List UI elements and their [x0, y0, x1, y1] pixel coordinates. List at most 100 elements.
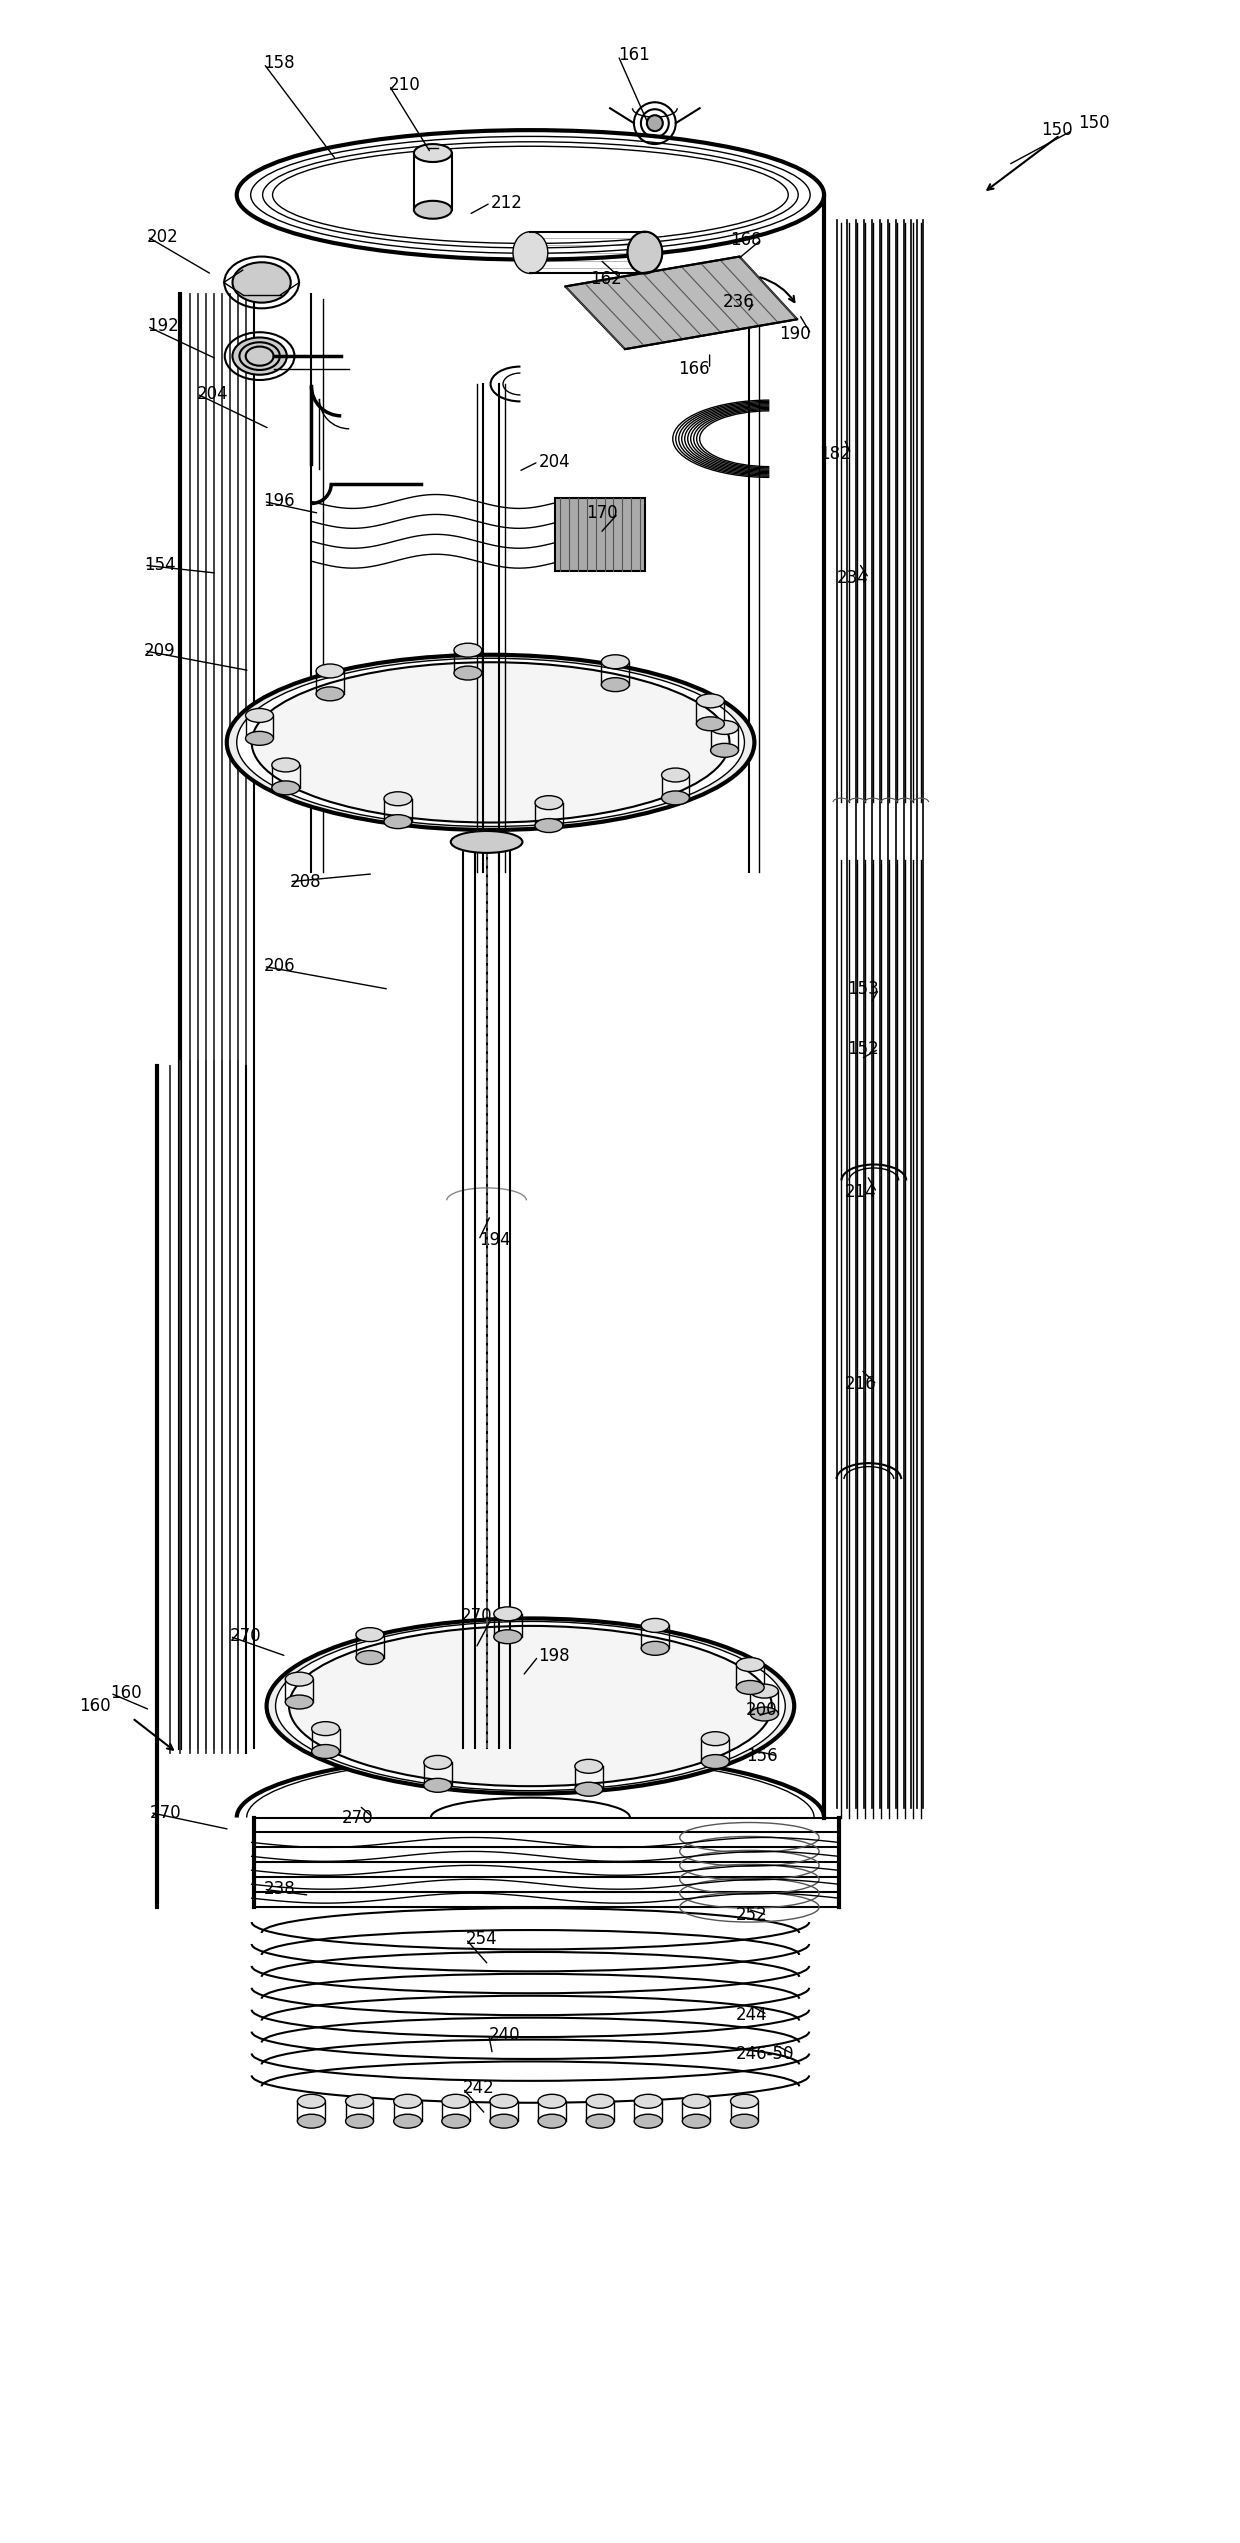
- Ellipse shape: [285, 1696, 314, 1709]
- Text: 196: 196: [264, 493, 295, 511]
- Text: 202: 202: [148, 229, 179, 247]
- Ellipse shape: [635, 2095, 662, 2108]
- Ellipse shape: [697, 694, 724, 707]
- Text: 154: 154: [144, 557, 176, 575]
- Ellipse shape: [587, 2095, 614, 2108]
- Text: 212: 212: [491, 193, 522, 211]
- Ellipse shape: [316, 664, 343, 679]
- Ellipse shape: [641, 1617, 670, 1633]
- Text: 270: 270: [150, 1803, 182, 1821]
- Ellipse shape: [575, 1783, 603, 1795]
- Ellipse shape: [316, 687, 343, 702]
- Ellipse shape: [702, 1732, 729, 1744]
- Text: 156: 156: [745, 1747, 777, 1765]
- Ellipse shape: [538, 2113, 565, 2128]
- Text: 246-50: 246-50: [735, 2045, 794, 2062]
- Ellipse shape: [298, 2113, 325, 2128]
- Ellipse shape: [424, 1755, 451, 1770]
- Ellipse shape: [272, 758, 300, 773]
- Ellipse shape: [393, 2113, 422, 2128]
- Ellipse shape: [384, 791, 412, 806]
- Ellipse shape: [451, 832, 522, 852]
- Ellipse shape: [232, 338, 286, 374]
- Ellipse shape: [730, 2113, 759, 2128]
- Ellipse shape: [534, 796, 563, 809]
- Ellipse shape: [641, 1640, 670, 1655]
- Ellipse shape: [241, 267, 283, 298]
- Ellipse shape: [711, 743, 739, 758]
- Ellipse shape: [662, 791, 689, 806]
- Ellipse shape: [647, 114, 663, 132]
- Ellipse shape: [311, 1744, 340, 1760]
- Ellipse shape: [702, 1755, 729, 1767]
- Ellipse shape: [252, 661, 729, 821]
- Ellipse shape: [289, 1625, 771, 1785]
- Ellipse shape: [298, 2095, 325, 2108]
- Ellipse shape: [534, 819, 563, 832]
- Ellipse shape: [494, 1630, 522, 1643]
- Ellipse shape: [272, 781, 300, 796]
- Ellipse shape: [227, 654, 754, 829]
- Ellipse shape: [246, 732, 273, 745]
- Text: 214: 214: [846, 1182, 877, 1200]
- Ellipse shape: [267, 1617, 794, 1793]
- Ellipse shape: [490, 2095, 518, 2108]
- Ellipse shape: [414, 145, 451, 163]
- Ellipse shape: [737, 1681, 764, 1694]
- Text: 166: 166: [678, 361, 709, 379]
- Ellipse shape: [750, 1683, 779, 1699]
- Ellipse shape: [454, 666, 482, 679]
- Text: 168: 168: [729, 231, 761, 249]
- Text: 200: 200: [745, 1701, 777, 1719]
- Text: 270: 270: [341, 1808, 373, 1826]
- Ellipse shape: [285, 1673, 314, 1686]
- Ellipse shape: [601, 676, 629, 692]
- Ellipse shape: [356, 1628, 384, 1643]
- Ellipse shape: [575, 1760, 603, 1772]
- Ellipse shape: [490, 2113, 518, 2128]
- Ellipse shape: [441, 2113, 470, 2128]
- Ellipse shape: [346, 2113, 373, 2128]
- Ellipse shape: [311, 1722, 340, 1734]
- Text: 254: 254: [466, 1930, 497, 1948]
- Text: 240: 240: [489, 2027, 521, 2045]
- Ellipse shape: [682, 2113, 711, 2128]
- Text: 150: 150: [1078, 114, 1110, 132]
- Text: 190: 190: [780, 326, 811, 343]
- Text: 210: 210: [389, 76, 420, 94]
- Text: 204: 204: [197, 384, 228, 402]
- Text: 160: 160: [110, 1683, 141, 1701]
- Text: 238: 238: [264, 1879, 295, 1897]
- Text: 194: 194: [479, 1231, 511, 1249]
- Text: 236: 236: [723, 292, 754, 310]
- Ellipse shape: [246, 709, 273, 722]
- Text: 161: 161: [618, 46, 650, 64]
- Text: 252: 252: [735, 1907, 768, 1925]
- Ellipse shape: [737, 1658, 764, 1671]
- Text: 244: 244: [735, 2006, 768, 2024]
- Ellipse shape: [275, 1622, 785, 1790]
- Ellipse shape: [538, 2095, 565, 2108]
- Ellipse shape: [441, 2095, 470, 2108]
- Ellipse shape: [587, 2113, 614, 2128]
- Ellipse shape: [494, 1607, 522, 1620]
- Ellipse shape: [682, 2095, 711, 2108]
- Text: 182: 182: [820, 445, 851, 463]
- Text: 153: 153: [847, 979, 879, 999]
- Ellipse shape: [635, 2113, 662, 2128]
- Ellipse shape: [750, 1706, 779, 1722]
- Polygon shape: [565, 257, 797, 348]
- Bar: [556, 498, 645, 572]
- Text: 206: 206: [264, 956, 295, 977]
- Ellipse shape: [346, 2095, 373, 2108]
- Text: 158: 158: [264, 53, 295, 71]
- Ellipse shape: [356, 1650, 384, 1666]
- Text: 204: 204: [538, 453, 570, 470]
- Text: 162: 162: [590, 270, 622, 287]
- Ellipse shape: [414, 201, 451, 219]
- Text: 170: 170: [587, 504, 618, 521]
- Text: 198: 198: [538, 1648, 570, 1666]
- Ellipse shape: [239, 343, 280, 369]
- Ellipse shape: [730, 2095, 759, 2108]
- Ellipse shape: [232, 262, 290, 303]
